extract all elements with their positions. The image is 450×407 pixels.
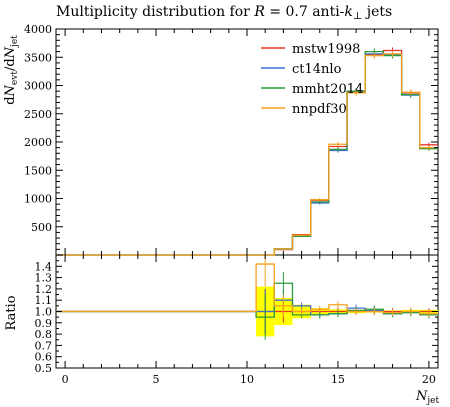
- main-line-nnpdf30: [256, 53, 438, 256]
- main-ylabel: dNevt/dNjet: [3, 35, 20, 105]
- main-ytick-label: 3500: [24, 51, 52, 64]
- axes: 500 1000 1500 2000 2500 3000 3500 4000 0 5 10 15 20 0…: [24, 23, 438, 386]
- ratio-ytick-label: 1.4: [35, 260, 53, 273]
- legend-label-nnpdf30: nnpdf30: [292, 102, 347, 117]
- legend: mstw1998 ct14nlo mmht2014 nnpdf30: [261, 42, 363, 117]
- ratio-ytick-label: 1.3: [35, 272, 53, 285]
- ratio-ytick-label: 0.6: [35, 351, 53, 364]
- ratio-ytick-label: 0.8: [35, 328, 53, 341]
- ratio-ytick-label: 0.5: [35, 362, 53, 375]
- ratio-ylabel: Ratio: [4, 295, 19, 330]
- ratio-line-ct14nlo: [56, 299, 438, 316]
- x-axis-label: Njet: [415, 389, 439, 406]
- ratio-line-nnpdf30: [56, 263, 438, 315]
- ratio-ytick-label: 1.2: [35, 283, 53, 296]
- main-ytick-label: 3000: [24, 80, 52, 93]
- main-panel-frame: [55, 28, 439, 256]
- xtick-label: 20: [422, 373, 436, 386]
- main-ytick-label: 2000: [24, 136, 52, 149]
- ratio-ytick-label: 0.7: [35, 339, 53, 352]
- xtick-label: 15: [331, 373, 345, 386]
- main-ytick-label: 1500: [24, 164, 52, 177]
- main-series: [56, 47, 438, 256]
- xtick-label: 0: [62, 373, 69, 386]
- xtick-label: 10: [240, 373, 254, 386]
- legend-label-mstw1998: mstw1998: [292, 42, 360, 57]
- chart-title: Multiplicity distribution for R = 0.7 an…: [56, 4, 392, 22]
- main-ytick-label: 2500: [24, 108, 52, 121]
- main-ytick-label: 500: [31, 221, 52, 234]
- main-ytick-label: 4000: [24, 23, 52, 36]
- main-ytick-label: 1000: [24, 193, 52, 206]
- ratio-ytick-label: 1.1: [35, 294, 53, 307]
- ratio-series: [56, 255, 438, 340]
- ratio-ytick-label: 0.9: [35, 317, 53, 330]
- legend-label-ct14nlo: ct14nlo: [292, 62, 342, 77]
- legend-label-mmht2014: mmht2014: [292, 82, 363, 97]
- ratio-ytick-label: 1.0: [35, 306, 53, 319]
- xtick-label: 5: [153, 373, 160, 386]
